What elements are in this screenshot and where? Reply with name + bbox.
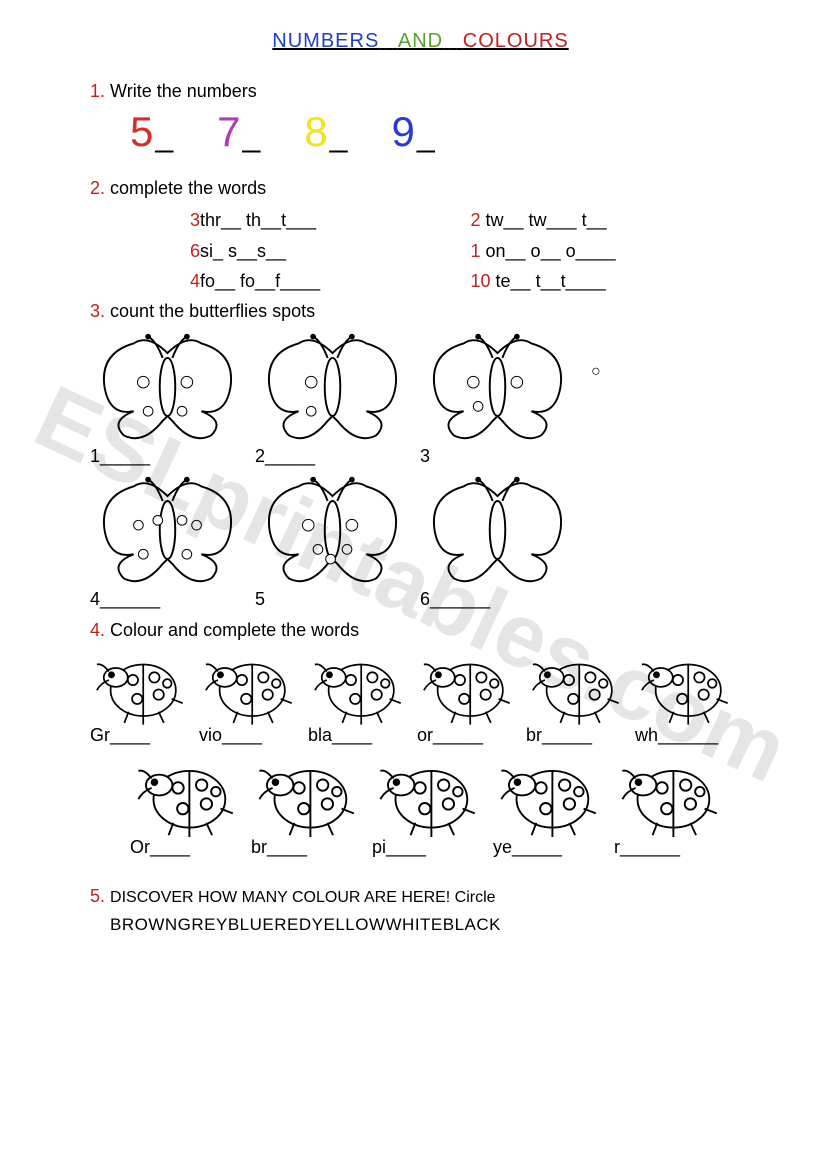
ex2-text: complete the words bbox=[110, 178, 266, 198]
ladybug-cell: ye_____ bbox=[493, 752, 608, 858]
butterfly-label: 4______ bbox=[90, 589, 160, 610]
ladybug-icon bbox=[308, 647, 411, 725]
ladybug-icon bbox=[635, 647, 738, 725]
title-word-1: NUMBERS bbox=[272, 30, 379, 52]
butterfly-cell: 4______ bbox=[90, 471, 245, 610]
ladybug-icon bbox=[417, 647, 520, 725]
butterfly-cell: 2_____ bbox=[255, 328, 410, 467]
butterfly-cell: 6______ bbox=[420, 471, 575, 610]
butterfly-label: 6______ bbox=[420, 589, 490, 610]
butterfly-icon bbox=[255, 328, 410, 446]
ladybug-label: Or____ bbox=[130, 837, 190, 858]
ladybug-row-2: Or____ br____ pi____ ye_____ r______ bbox=[90, 752, 751, 858]
ladybug-label: br____ bbox=[251, 837, 307, 858]
ladybug-cell: Or____ bbox=[130, 752, 245, 858]
ex4-text: Colour and complete the words bbox=[110, 620, 359, 640]
butterfly-label: 5 bbox=[255, 589, 265, 610]
ladybug-cell: pi____ bbox=[372, 752, 487, 858]
ladybug-icon bbox=[614, 752, 729, 837]
butterfly-icon bbox=[420, 471, 575, 589]
ladybug-label: pi____ bbox=[372, 837, 426, 858]
ex5-puzzle: BROWNGREYBLUEREDYELLOWWHITEBLACK bbox=[110, 915, 751, 935]
ex2-row: 6si_ s__s__1 on__ o__ o____ bbox=[190, 236, 751, 267]
butterfly-label: 2_____ bbox=[255, 446, 315, 467]
ex1-text: Write the numbers bbox=[110, 81, 257, 101]
ladybug-label: or_____ bbox=[417, 725, 483, 746]
butterfly-label: 1_____ bbox=[90, 446, 150, 467]
ladybug-cell: or_____ bbox=[417, 647, 520, 746]
ex1-number: 1. bbox=[90, 81, 105, 101]
ex2-number: 2. bbox=[90, 178, 105, 198]
ladybug-cell: r______ bbox=[614, 752, 729, 858]
ex5-instruction: 5. DISCOVER HOW MANY COLOUR ARE HERE! Ci… bbox=[90, 886, 751, 907]
ladybug-cell: Gr____ bbox=[90, 647, 193, 746]
ladybug-label: wh______ bbox=[635, 725, 718, 746]
butterfly-icon bbox=[90, 471, 245, 589]
ex1-numbers-row: 5_ 7_ 8_ 9_ bbox=[90, 108, 751, 156]
butterfly-cell: 5 bbox=[255, 471, 410, 610]
ex1-instruction: 1. Write the numbers bbox=[90, 81, 751, 102]
ladybug-cell: br____ bbox=[251, 752, 366, 858]
loose-spot: ○ bbox=[591, 363, 601, 381]
ladybug-row-1: Gr____ vio____ bla____ or_____ br_____ wh____… bbox=[90, 647, 751, 746]
ladybug-label: br_____ bbox=[526, 725, 592, 746]
butterfly-icon bbox=[255, 471, 410, 589]
big-number: 9_ bbox=[391, 108, 434, 156]
ladybug-icon bbox=[251, 752, 366, 837]
ladybug-icon bbox=[526, 647, 629, 725]
ex4-instruction: 4. Colour and complete the words bbox=[90, 620, 751, 641]
big-number: 5_ bbox=[130, 108, 173, 156]
ex3-number: 3. bbox=[90, 301, 105, 321]
ladybug-label: Gr____ bbox=[90, 725, 150, 746]
ladybug-icon bbox=[372, 752, 487, 837]
ladybug-label: vio____ bbox=[199, 725, 262, 746]
ex2-row: 4fo__ fo__f____10 te__ t__t____ bbox=[190, 266, 751, 297]
title-word-3: COLOURS bbox=[463, 30, 569, 52]
ladybug-icon bbox=[199, 647, 302, 725]
ladybug-label: r______ bbox=[614, 837, 680, 858]
ex5-number: 5. bbox=[90, 886, 105, 906]
worksheet-page: NUMBERS AND COLOURS 1. Write the numbers… bbox=[0, 0, 821, 965]
ladybug-cell: wh______ bbox=[635, 647, 738, 746]
ex2-content: 3thr__ th__t___2 tw__ tw___ t__6si_ s__s… bbox=[90, 205, 751, 297]
butterfly-cell: 1_____ bbox=[90, 328, 245, 467]
ladybug-label: bla____ bbox=[308, 725, 372, 746]
ladybug-icon bbox=[130, 752, 245, 837]
ex5-text: DISCOVER HOW MANY COLOUR ARE HERE! Circl… bbox=[110, 889, 496, 906]
butterfly-icon bbox=[420, 328, 575, 446]
ex3-text: count the butterflies spots bbox=[110, 301, 315, 321]
ex2-instruction: 2. complete the words bbox=[90, 178, 751, 199]
big-number: 7_ bbox=[217, 108, 260, 156]
ladybug-cell: br_____ bbox=[526, 647, 629, 746]
page-title: NUMBERS AND COLOURS bbox=[90, 30, 751, 53]
ladybug-icon bbox=[90, 647, 193, 725]
ladybug-label: ye_____ bbox=[493, 837, 562, 858]
ladybug-cell: bla____ bbox=[308, 647, 411, 746]
title-word-2: AND bbox=[398, 30, 443, 52]
ex2-row: 3thr__ th__t___2 tw__ tw___ t__ bbox=[190, 205, 751, 236]
ex3-instruction: 3. count the butterflies spots bbox=[90, 301, 751, 322]
ladybug-cell: vio____ bbox=[199, 647, 302, 746]
ladybug-icon bbox=[493, 752, 608, 837]
ex4-number: 4. bbox=[90, 620, 105, 640]
butterfly-row-1: 1_____ 2_____ 3 ○ bbox=[90, 328, 751, 467]
butterfly-icon bbox=[90, 328, 245, 446]
butterfly-cell: 3 bbox=[420, 328, 575, 467]
butterfly-row-2: 4______ 5 6______ bbox=[90, 471, 751, 610]
butterfly-label: 3 bbox=[420, 446, 430, 467]
big-number: 8_ bbox=[304, 108, 347, 156]
